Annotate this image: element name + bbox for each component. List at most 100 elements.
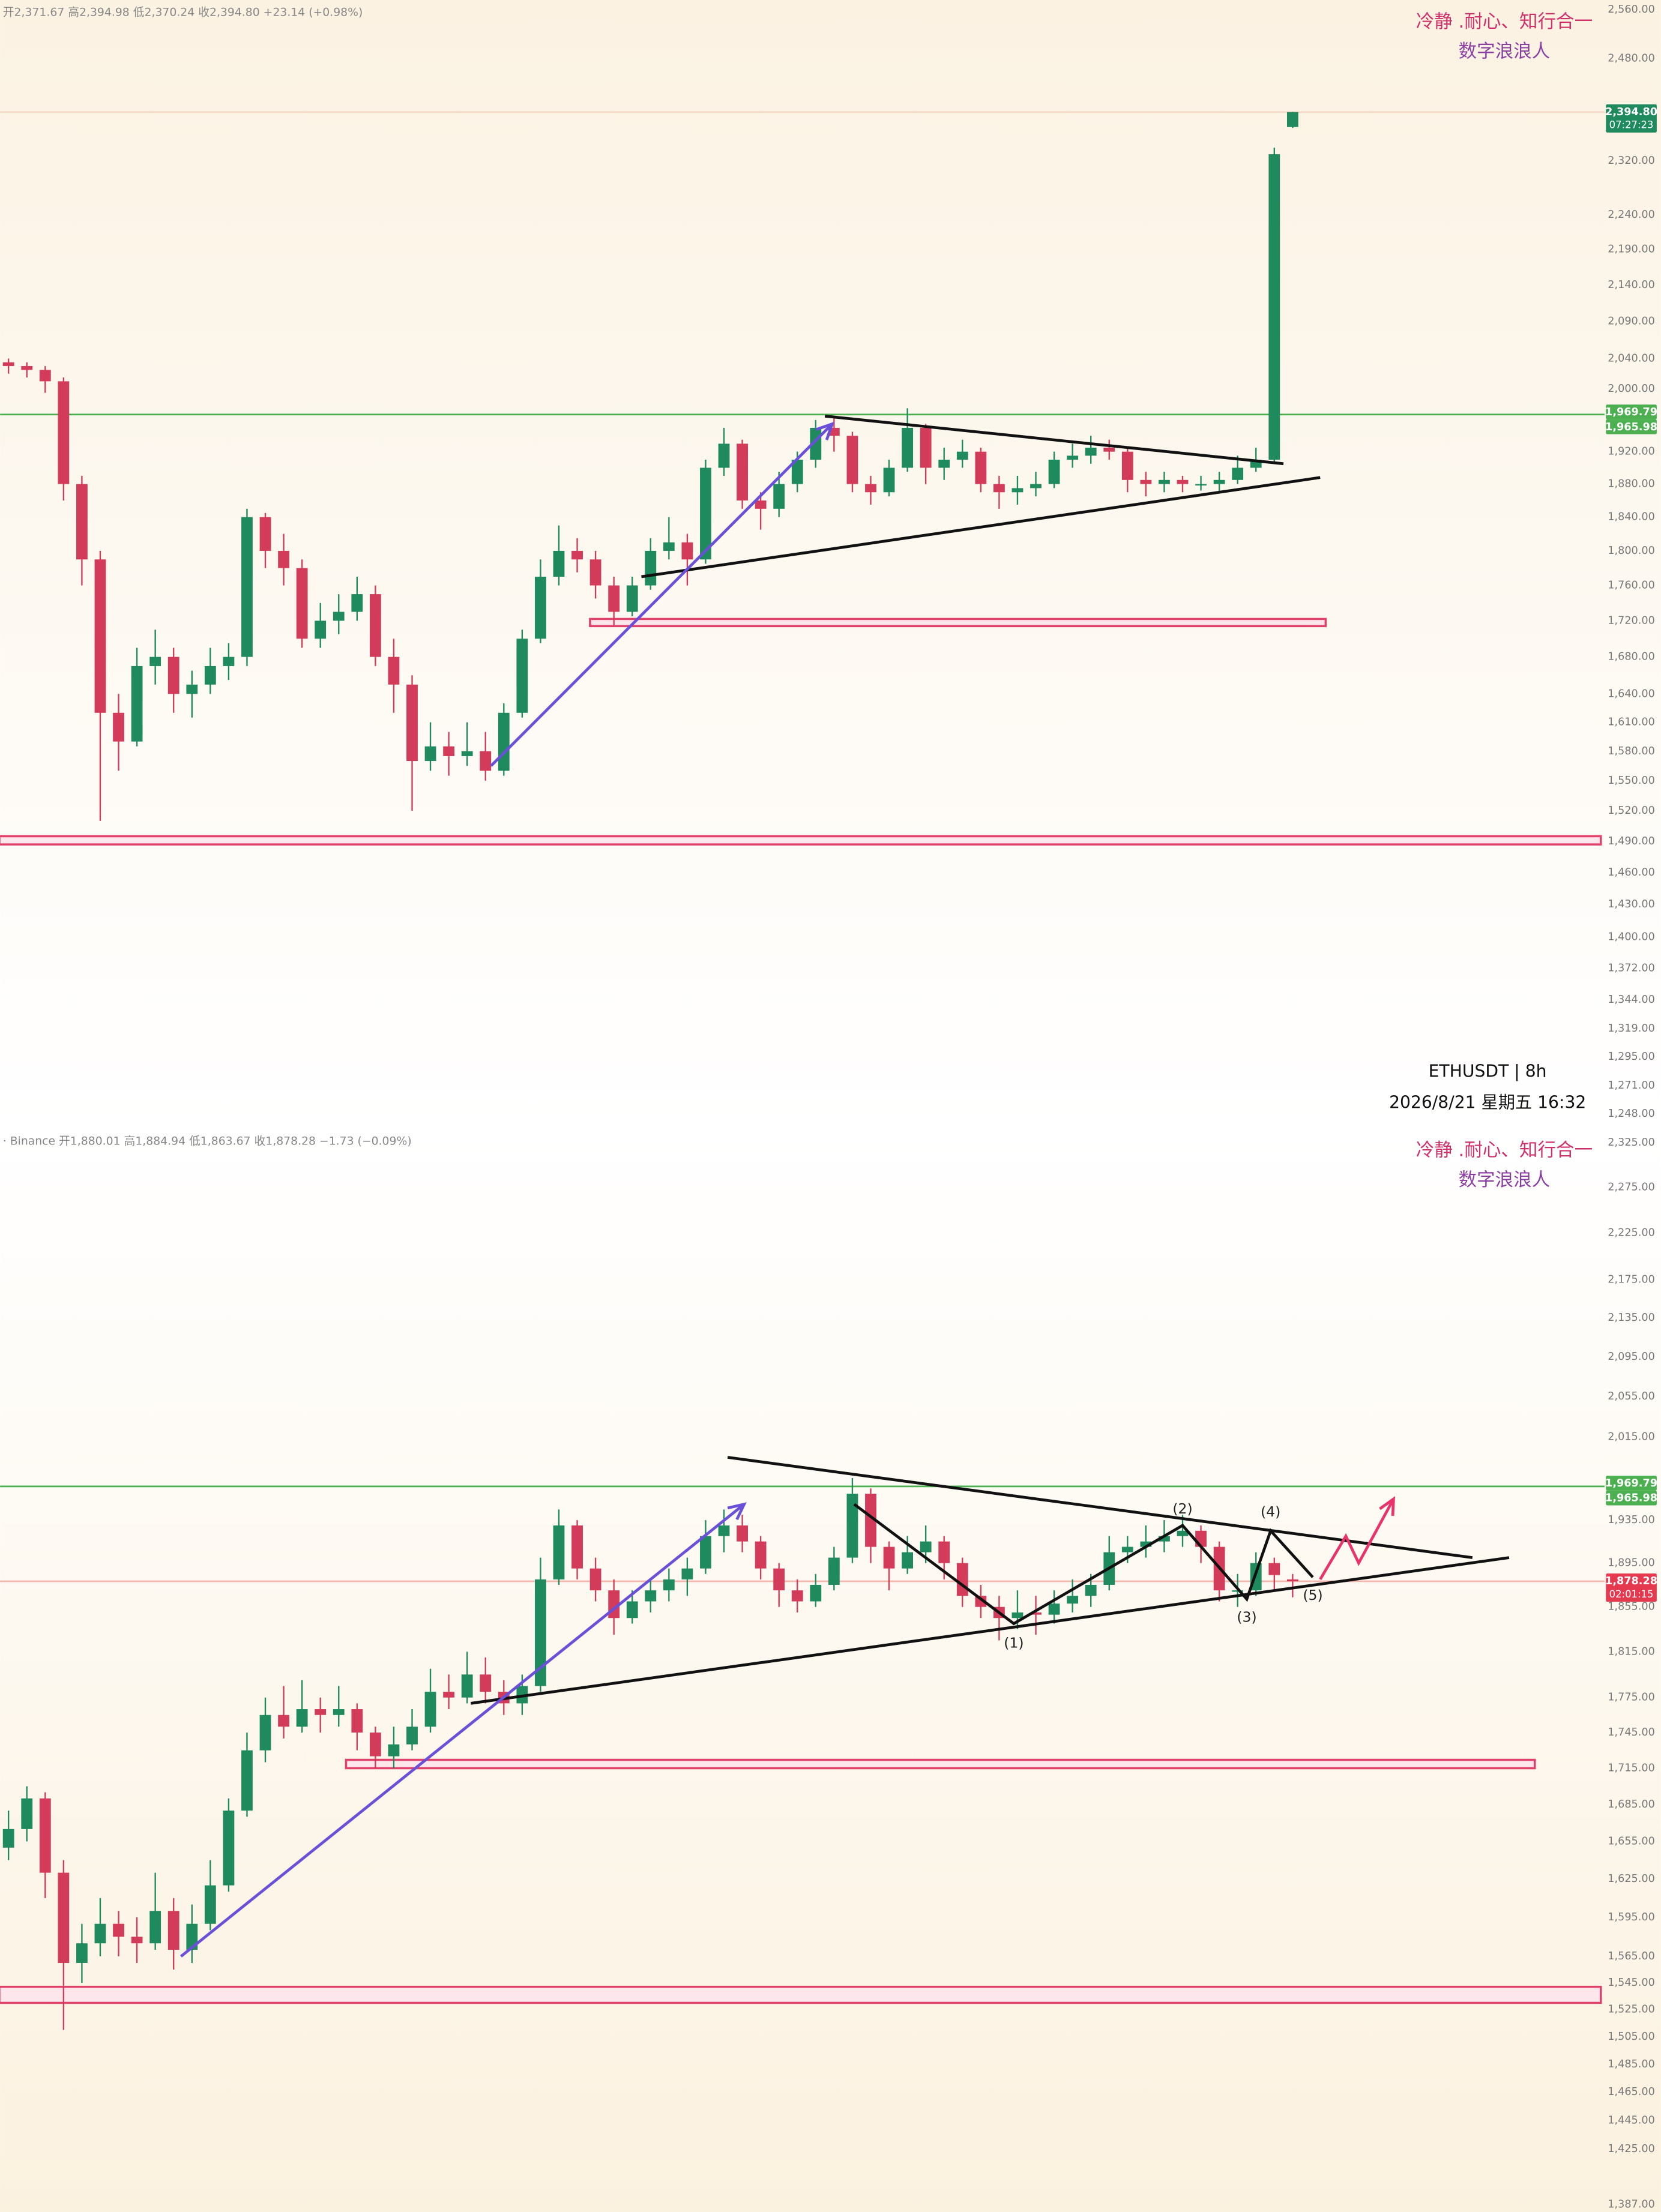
candle-body xyxy=(39,1798,51,1873)
trend-line xyxy=(824,415,1284,466)
symbol-label: ETHUSDT | 8h xyxy=(1429,1062,1547,1081)
candle-body xyxy=(681,1568,693,1579)
candle-body xyxy=(167,1911,179,1950)
candle-body xyxy=(920,1541,932,1552)
y-tick-label: 1,775.00 xyxy=(1608,1692,1655,1704)
candle-body xyxy=(76,484,88,560)
y-tick-label: 1,920.00 xyxy=(1608,446,1655,458)
price-tag xyxy=(1606,1573,1657,1602)
candle-body xyxy=(186,684,198,694)
y-tick-label: 1,425.00 xyxy=(1608,2143,1655,2155)
y-tick-label: 1,319.00 xyxy=(1608,1023,1655,1035)
watermark: 数字浪浪人 xyxy=(1459,41,1551,62)
candle-body xyxy=(1121,451,1133,480)
candle-body xyxy=(1177,479,1189,484)
candle-body xyxy=(773,484,785,509)
candle-body xyxy=(956,451,968,460)
y-tick-label: 1,520.00 xyxy=(1608,805,1655,817)
candle-body xyxy=(1048,1603,1060,1615)
y-tick-label: 1,855.00 xyxy=(1608,1601,1655,1613)
candle-body xyxy=(608,585,620,612)
candle-body xyxy=(2,362,14,367)
price-tag-timer: 07:27:23 xyxy=(1609,119,1654,131)
y-tick-label: 1,745.00 xyxy=(1608,1727,1655,1739)
candle-body xyxy=(1195,484,1207,485)
y-tick-label: 2,480.00 xyxy=(1608,52,1655,64)
candle-body xyxy=(975,451,987,484)
y-tick-label: 1,895.00 xyxy=(1608,1557,1655,1569)
candle-body xyxy=(737,1525,748,1542)
candle-body xyxy=(828,1557,840,1585)
y-tick-label: 1,640.00 xyxy=(1608,688,1655,700)
candle-body xyxy=(351,594,363,612)
wave-label: (2) xyxy=(1172,1500,1192,1517)
y-tick-label: 2,320.00 xyxy=(1608,155,1655,167)
y-tick-label: 1,545.00 xyxy=(1608,1977,1655,1989)
y-tick-label: 1,685.00 xyxy=(1608,1799,1655,1811)
y-tick-label: 1,344.00 xyxy=(1608,994,1655,1006)
candle-body xyxy=(443,1692,455,1698)
y-tick-label: 1,550.00 xyxy=(1608,775,1655,787)
candle-body xyxy=(791,460,803,484)
y-tick-label: 2,240.00 xyxy=(1608,209,1655,221)
candle-body xyxy=(571,550,583,560)
y-tick-label: 2,325.00 xyxy=(1608,1137,1655,1149)
candle-body xyxy=(1140,479,1152,484)
y-tick-label: 2,190.00 xyxy=(1608,244,1655,256)
candle-body xyxy=(700,467,711,560)
candle-body xyxy=(791,1590,803,1602)
watermark: 冷静 .耐心、知行合一 xyxy=(1416,11,1593,32)
candle-body xyxy=(993,484,1005,493)
candle-body xyxy=(369,594,381,657)
candle-body xyxy=(865,1494,876,1547)
candle-body xyxy=(902,427,914,468)
trend-line xyxy=(853,1503,1314,1626)
candle-body xyxy=(21,1798,33,1829)
candle-body xyxy=(883,1546,895,1569)
wave-label: (1) xyxy=(1004,1635,1023,1651)
candle-body xyxy=(755,1541,767,1569)
candle-body xyxy=(315,621,327,639)
y-tick-label: 1,430.00 xyxy=(1608,898,1655,910)
candle-body xyxy=(773,1568,785,1591)
y-tick-label: 2,055.00 xyxy=(1608,1390,1655,1402)
candle-body xyxy=(1159,479,1170,484)
candle-body xyxy=(810,1584,822,1602)
candle-body xyxy=(149,1911,161,1944)
candle-body xyxy=(663,542,675,551)
trend-line xyxy=(490,422,833,767)
candle-body xyxy=(296,568,308,639)
trend-line xyxy=(1319,1498,1395,1581)
candle-body xyxy=(424,1692,436,1727)
price-tag-label: 1,969.79 xyxy=(1605,406,1657,418)
candle-body xyxy=(406,1727,418,1745)
candle-body xyxy=(94,559,106,713)
candle-body xyxy=(1213,479,1225,484)
y-tick-label: 2,000.00 xyxy=(1608,383,1655,395)
candle-body xyxy=(1085,448,1097,456)
wave-label: (5) xyxy=(1303,1587,1322,1603)
candle-body xyxy=(461,1674,473,1698)
candle-body xyxy=(553,1525,565,1579)
trend-line xyxy=(179,1503,746,1958)
y-tick-label: 2,225.00 xyxy=(1608,1227,1655,1239)
candle-body xyxy=(571,1525,583,1569)
candle-body xyxy=(131,666,143,742)
candle-body xyxy=(645,1590,657,1602)
y-tick-label: 1,465.00 xyxy=(1608,2086,1655,2098)
candle-body xyxy=(938,460,950,468)
candle-body xyxy=(1286,112,1298,127)
candle-body xyxy=(149,657,161,666)
candle-body xyxy=(700,1536,711,1569)
arrow-head xyxy=(1379,1496,1396,1516)
panel-background xyxy=(0,1128,1661,2212)
candle-body xyxy=(1232,1590,1244,1592)
y-tick-label: 2,090.00 xyxy=(1608,315,1655,327)
candle-body xyxy=(406,684,418,762)
support-zone xyxy=(0,1985,1602,2004)
candle-body xyxy=(1140,1541,1152,1547)
candle-body xyxy=(1103,448,1115,452)
y-tick-label: 1,610.00 xyxy=(1608,717,1655,729)
candle-body xyxy=(883,467,895,493)
